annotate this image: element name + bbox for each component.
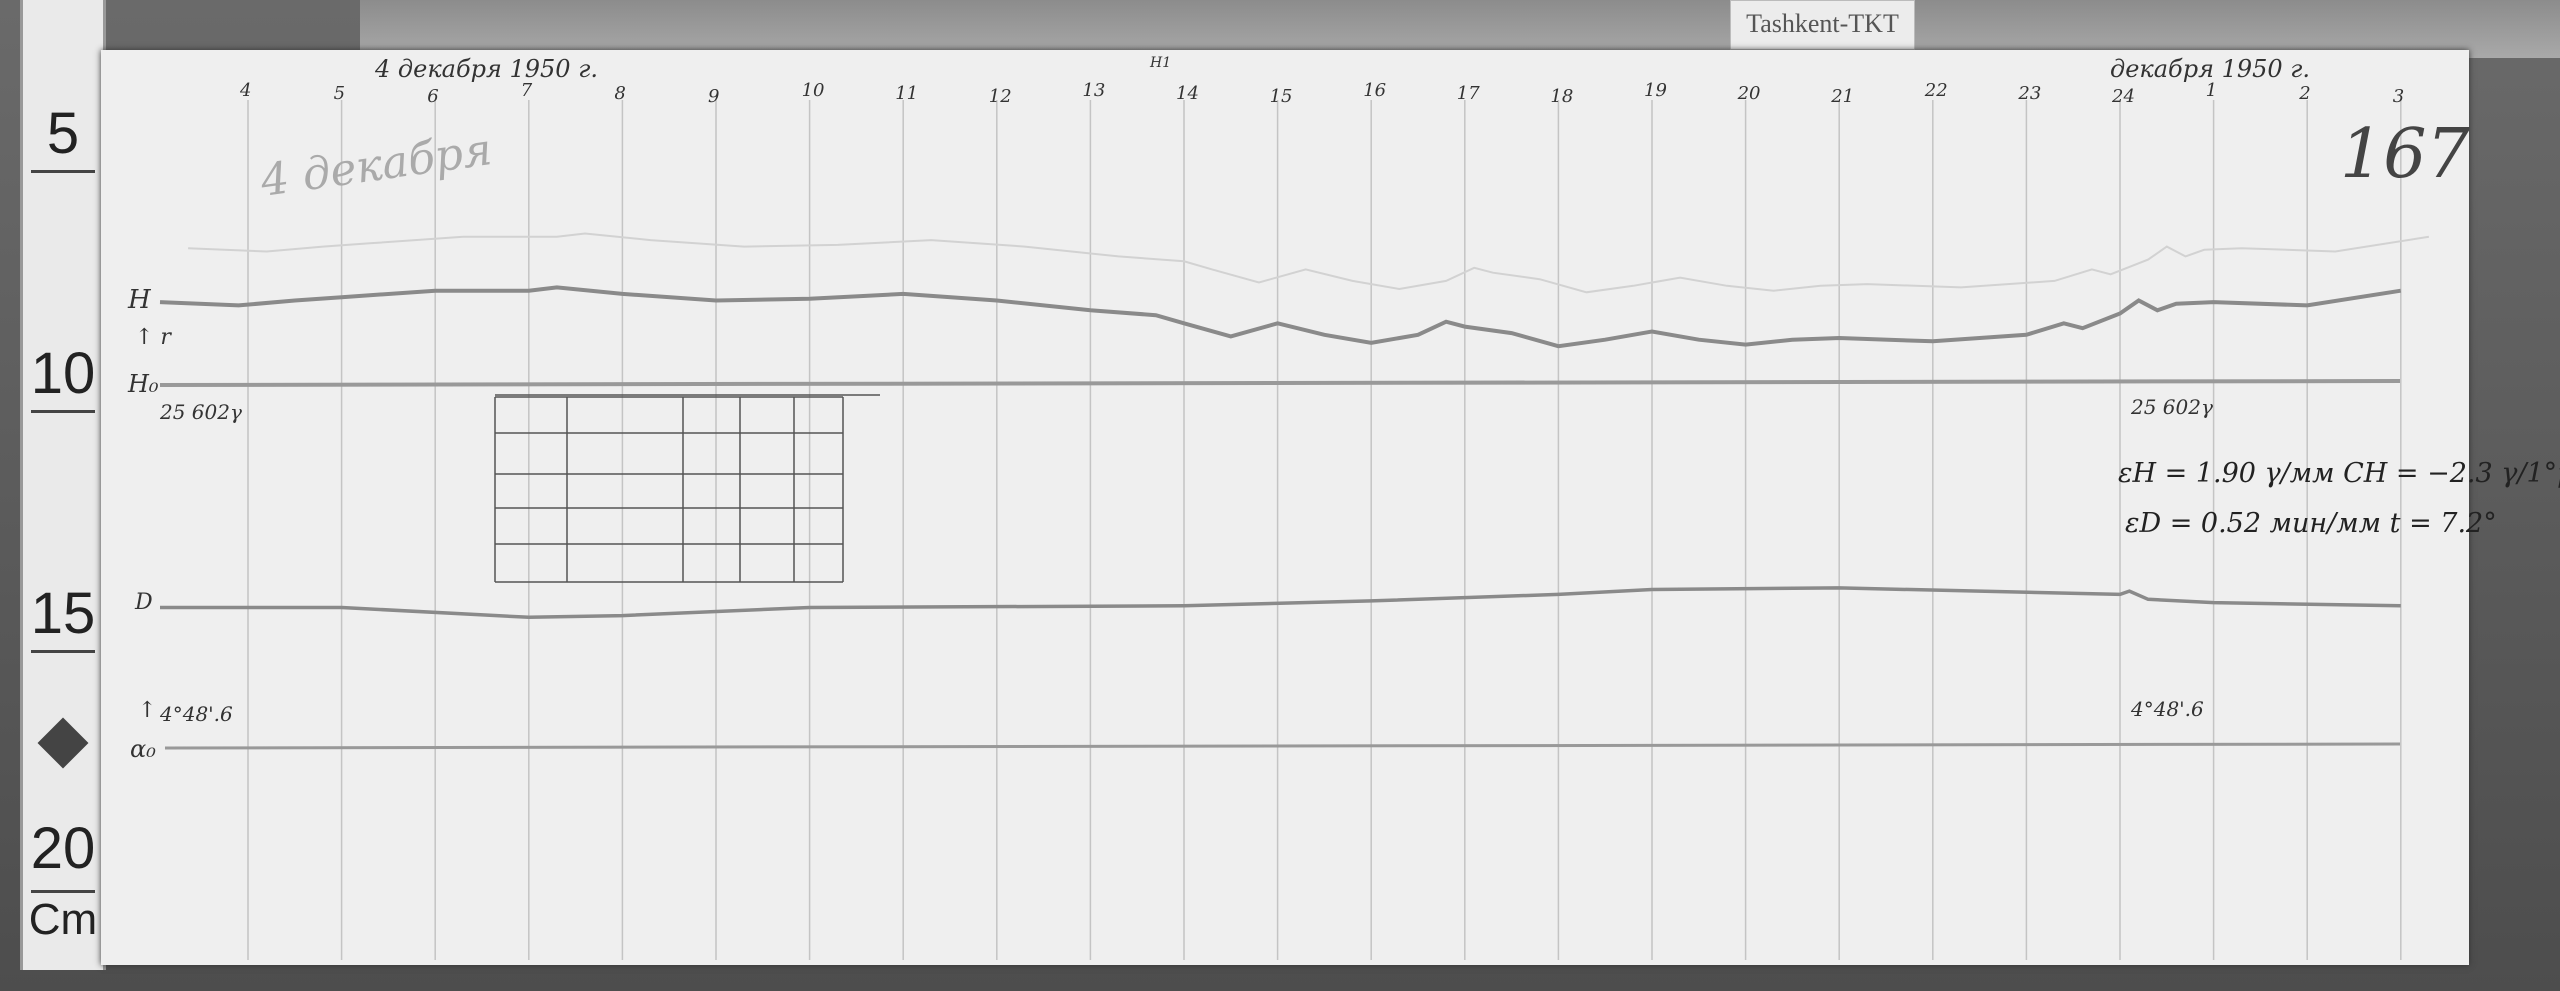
h0-baseline	[159, 379, 2401, 387]
hour-label: 4	[240, 80, 252, 101]
h0-value-right: 25 602γ	[2131, 395, 2213, 419]
hour-label: 15	[1269, 86, 1293, 107]
hour-label: 23	[2018, 83, 2042, 104]
glass-plate	[360, 0, 2560, 58]
station-tag: Tashkent-TKT	[1730, 0, 1915, 50]
header-right-date: декабря 1950 г.	[2110, 55, 2311, 83]
h-trace	[159, 285, 2402, 349]
hour-label: 9	[708, 86, 720, 107]
d-trace	[160, 586, 2401, 620]
hour-label: 21	[1831, 86, 1855, 107]
header-mark: H1	[1150, 55, 1172, 71]
ruler-label: 10	[30, 341, 96, 406]
hour-label: 3	[2392, 86, 2405, 107]
label-d: D	[135, 590, 153, 615]
ruler-tick	[31, 890, 95, 893]
faint-h-trace	[188, 232, 2430, 294]
hour-label: 8	[614, 83, 626, 104]
ruler-label: 20	[30, 816, 96, 881]
hour-label: 5	[333, 83, 346, 104]
ruler-label: 5	[46, 101, 80, 166]
scale-constants-line2: εD = 0.52 мин/мм t = 7.2°	[2125, 508, 2497, 539]
sheet-number: 167	[2340, 115, 2470, 194]
h0-value-left: 25 602γ	[160, 400, 242, 424]
d0-value-left: 4°48'.6	[160, 702, 233, 726]
ruler-tick	[31, 410, 95, 413]
hour-label: 24	[2112, 86, 2135, 107]
hour-label: 19	[1644, 80, 1667, 101]
hour-label: 18	[1550, 86, 1574, 107]
hour-label: 7	[520, 80, 533, 101]
alpha0-baseline	[164, 742, 2401, 750]
label-d-arrow: ↑	[138, 698, 157, 723]
hour-label: 2	[2299, 83, 2311, 104]
hour-label: 1	[2205, 80, 2218, 101]
hour-label: 11	[895, 83, 919, 104]
d0-value-right: 4°48'.6	[2131, 697, 2204, 721]
hour-label: 12	[988, 86, 1012, 107]
hour-label: 14	[1176, 83, 1199, 104]
label-h0: H₀	[128, 370, 159, 398]
hour-label: 17	[1456, 83, 1480, 104]
ruler-tick	[31, 170, 95, 173]
hour-label: 16	[1363, 80, 1387, 101]
hour-label: 22	[1924, 80, 1948, 101]
ruler-label: 15	[30, 581, 96, 646]
label-h-arrow: ↑ r	[135, 325, 171, 350]
ruler-tick	[31, 650, 95, 653]
hour-label: 6	[427, 86, 439, 107]
hour-label: 13	[1082, 80, 1106, 101]
label-alpha0: α₀	[130, 735, 156, 763]
header-left-date: 4 декабря 1950 г.	[375, 55, 598, 83]
scale-constants-line1: εH = 1.90 γ/мм CH = −2.3 γ/1°рад	[2118, 458, 2560, 489]
hour-label: 10	[801, 80, 825, 101]
hour-label: 20	[1737, 83, 1761, 104]
ruler-unit: Cm	[28, 895, 98, 944]
label-h: H	[128, 285, 151, 315]
